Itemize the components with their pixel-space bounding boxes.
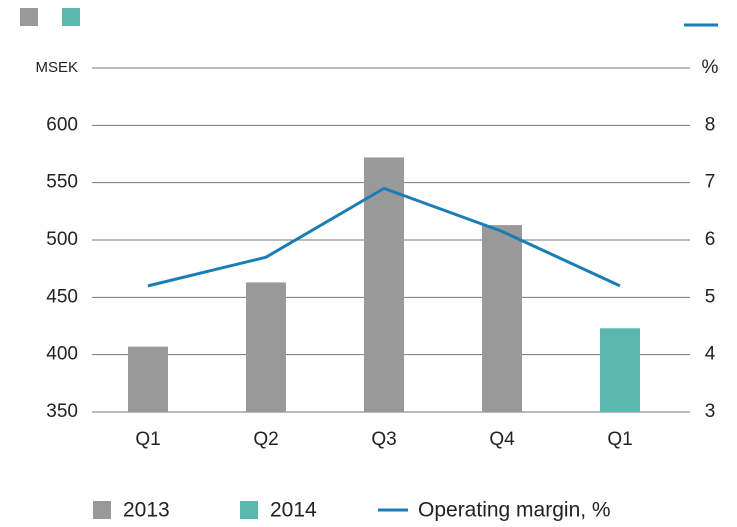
bar	[364, 157, 404, 412]
bar	[600, 328, 640, 412]
y2-tick-label: 5	[705, 286, 716, 307]
y2-tick-label: 8	[705, 114, 716, 135]
legend-swatch	[20, 8, 38, 26]
legend-swatch	[240, 501, 258, 519]
y-tick-label: 550	[46, 172, 78, 193]
y-tick-label: 600	[46, 114, 78, 135]
legend-label: 2014	[270, 499, 317, 522]
y-tick-label: MSEK	[35, 59, 78, 76]
x-tick-label: Q2	[253, 429, 278, 450]
y2-tick-label: %	[702, 57, 719, 78]
y-tick-label: 450	[46, 286, 78, 307]
bar	[482, 225, 522, 412]
y2-tick-label: 6	[705, 229, 716, 250]
bar	[246, 282, 286, 412]
y-tick-label: 400	[46, 344, 78, 365]
y-tick-label: 350	[46, 401, 78, 422]
y-tick-label: 500	[46, 229, 78, 250]
y2-tick-label: 4	[705, 344, 716, 365]
x-tick-label: Q1	[607, 429, 632, 450]
line	[147, 186, 621, 288]
x-tick-label: Q3	[371, 429, 396, 450]
bar	[128, 346, 168, 412]
x-tick-label: Q1	[135, 429, 160, 450]
legend-swatch	[62, 8, 80, 26]
legend-swatch	[93, 501, 111, 519]
x-tick-label: Q4	[489, 429, 515, 450]
legend-label: 2013	[123, 499, 170, 522]
y2-tick-label: 7	[705, 172, 716, 193]
y2-tick-label: 3	[705, 401, 716, 422]
legend-label: Operating margin, %	[418, 499, 611, 522]
